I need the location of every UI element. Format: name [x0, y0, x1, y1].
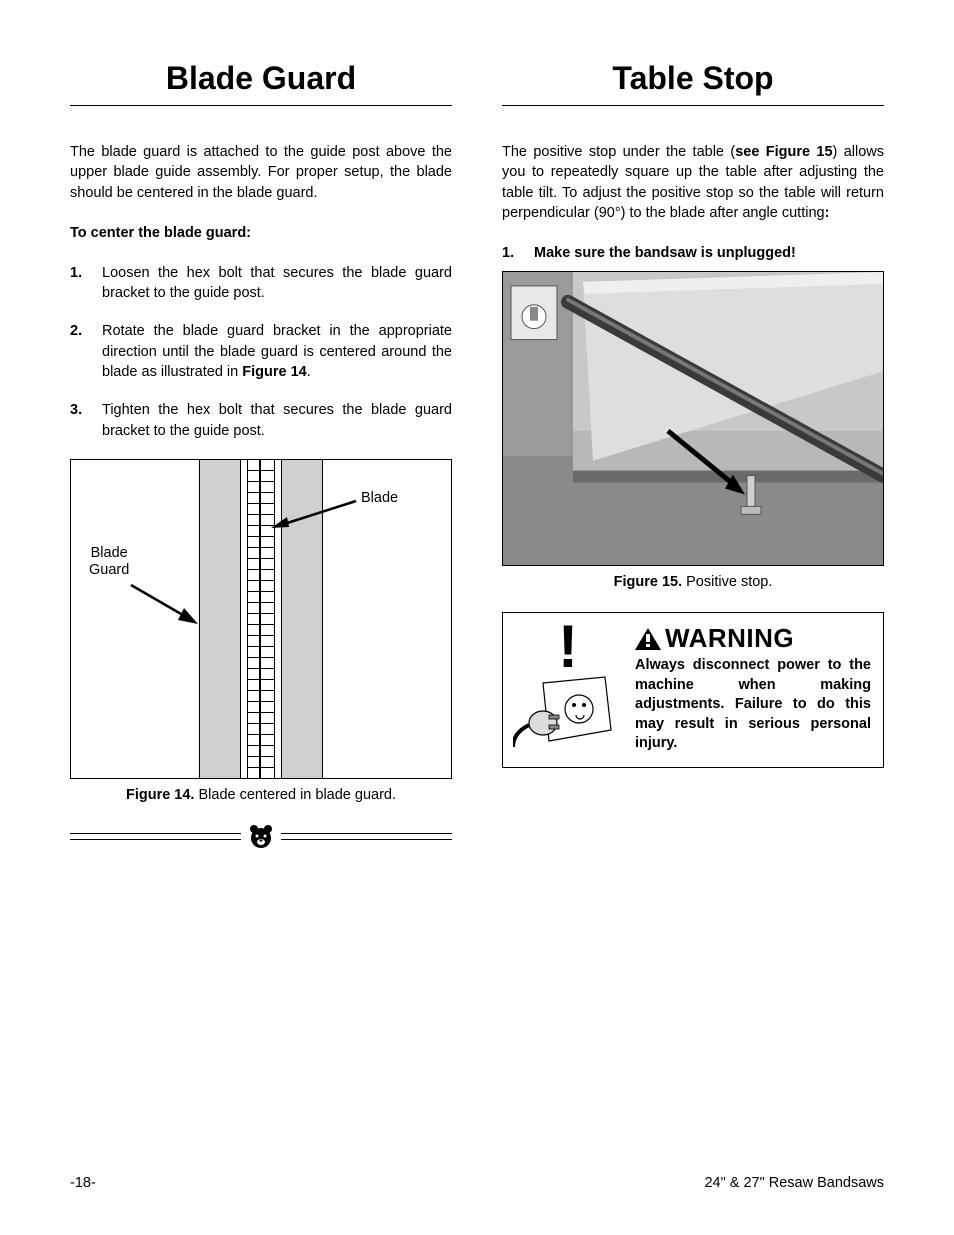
- figure-14-diagram: Blade BladeGuard: [70, 459, 452, 779]
- step-unplug: 1. Make sure the bandsaw is unplugged!: [502, 245, 884, 261]
- step-3: Tighten the hex bolt that secures the bl…: [102, 400, 452, 441]
- unplug-icon: [513, 675, 613, 755]
- step-2: Rotate the blade guard bracket in the ap…: [102, 321, 452, 382]
- exclamation-icon: !: [513, 623, 623, 671]
- page-footer: -18- 24" & 27" Resaw Bandsaws: [70, 1175, 884, 1191]
- intro-blade-guard: The blade guard is attached to the guide…: [70, 142, 452, 203]
- heading-rule: [70, 105, 452, 106]
- step-1: Loosen the hex bolt that secures the bla…: [102, 263, 452, 304]
- figure-14-caption: Figure 14. Blade centered in blade guard…: [70, 787, 452, 803]
- warning-body: Always disconnect power to the machine w…: [635, 656, 871, 754]
- figure-14: Blade BladeGuard Figure 14. Blade center…: [70, 459, 452, 803]
- arrow-blade-icon: [271, 495, 361, 535]
- steps-blade-guard: Loosen the hex bolt that secures the bla…: [70, 263, 452, 441]
- page-number: -18-: [70, 1175, 96, 1191]
- label-blade: Blade: [361, 490, 398, 507]
- warning-triangle-icon: [635, 628, 661, 650]
- figure-15-caption: Figure 15. Positive stop.: [502, 574, 884, 590]
- heading-rule-2: [502, 105, 884, 106]
- label-blade-guard: BladeGuard: [89, 545, 129, 580]
- intro-table-stop: The positive stop under the table (see F…: [502, 142, 884, 223]
- bear-icon: [248, 823, 274, 853]
- heading-table-stop: Table Stop: [502, 60, 884, 97]
- figure-15-photo: [502, 271, 884, 566]
- arrow-guard-icon: [126, 580, 206, 630]
- doc-title: 24" & 27" Resaw Bandsaws: [704, 1175, 884, 1191]
- heading-blade-guard: Blade Guard: [70, 60, 452, 97]
- figure-15-svg: [503, 272, 883, 565]
- column-table-stop: Table Stop The positive stop under the t…: [502, 60, 884, 855]
- section-ornament: [70, 825, 452, 855]
- warning-title: WARNING: [635, 623, 871, 654]
- column-blade-guard: Blade Guard The blade guard is attached …: [70, 60, 452, 855]
- warning-box: !: [502, 612, 884, 768]
- subhead-center-guard: To center the blade guard:: [70, 225, 452, 241]
